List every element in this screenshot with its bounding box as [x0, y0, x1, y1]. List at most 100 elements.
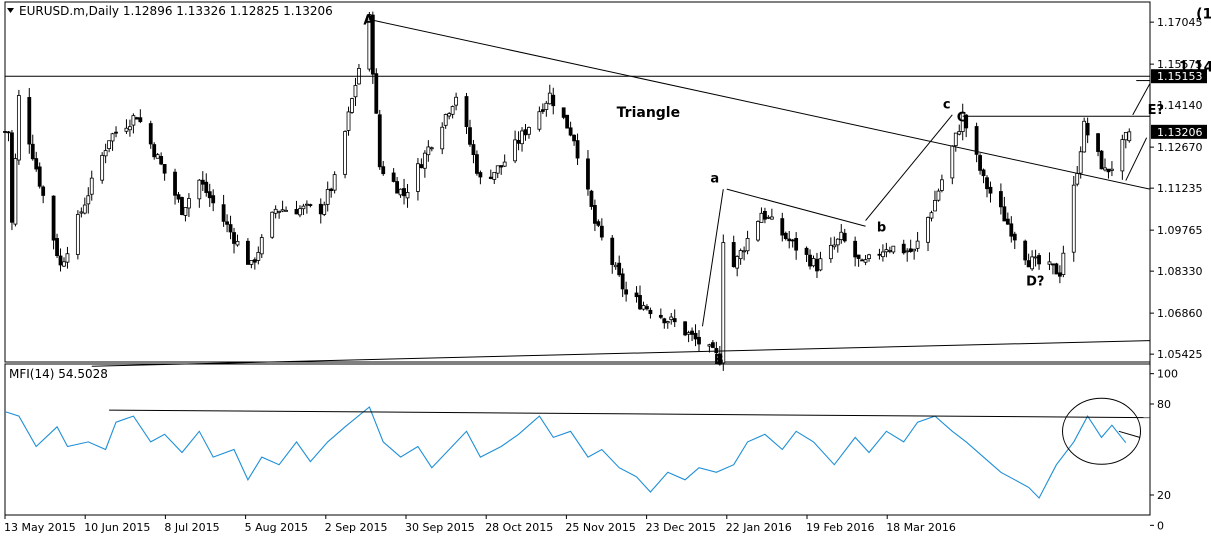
candle-body — [828, 244, 833, 260]
candle-body — [41, 186, 46, 196]
mfi-tick-label: 20 — [1157, 489, 1171, 502]
candle-body — [440, 126, 445, 150]
candle-body — [790, 239, 795, 242]
candle-body — [936, 190, 941, 201]
candle-body — [839, 231, 844, 240]
date-tick-label: 2 Sep 2015 — [325, 521, 388, 534]
candle-body — [804, 247, 809, 255]
candle-body — [162, 163, 167, 174]
candle-body — [273, 208, 278, 214]
lower-trendline — [91, 340, 1151, 367]
upper-trendline — [369, 18, 1151, 190]
annotation-label: B — [714, 353, 724, 368]
candle-body — [1030, 256, 1035, 270]
date-tick-label: 28 Oct 2015 — [485, 521, 553, 534]
candle-body — [565, 114, 570, 129]
candle-body — [860, 259, 864, 262]
candle-body — [148, 123, 153, 145]
candle-body — [367, 14, 372, 70]
price-tag-box — [1151, 124, 1207, 139]
candle-body — [683, 321, 688, 336]
date-tick-label: 30 Sep 2015 — [405, 521, 475, 534]
candle-body — [1009, 223, 1014, 237]
candle-body — [103, 150, 108, 157]
candle-body — [884, 249, 889, 253]
candle-body — [835, 238, 840, 246]
candle-body — [638, 295, 642, 310]
candle-body — [756, 221, 760, 241]
candle-body — [27, 97, 32, 145]
annotation-label: Triangle — [617, 105, 680, 121]
candle-body — [443, 114, 448, 126]
candle-body — [905, 250, 910, 253]
candle-body — [34, 158, 39, 170]
candle-body — [780, 218, 785, 236]
candle-body — [346, 111, 351, 131]
candle-body — [350, 98, 354, 113]
candle-body — [589, 190, 594, 207]
candle-body — [370, 14, 375, 75]
date-tick-label: 25 Nov 2015 — [565, 521, 635, 534]
annotation-label: b — [877, 220, 886, 235]
candle-body — [37, 166, 42, 187]
candle-body — [1054, 263, 1059, 275]
candle-body — [13, 158, 18, 225]
candle-body — [544, 102, 549, 110]
candle-body — [391, 172, 396, 182]
candle-body — [62, 261, 66, 267]
annotation-label: D? — [1026, 275, 1044, 290]
candle-body — [200, 179, 205, 185]
price-axis: 1.17045 1.15575 1.14140 1.12670 1.11235 1.097… — [1150, 16, 1207, 361]
candle-body — [891, 245, 896, 253]
candle-body — [277, 210, 282, 213]
candle-body — [634, 292, 639, 298]
candle-body — [933, 199, 937, 212]
candle-body — [742, 250, 747, 253]
date-tick-label: 22 Jan 2016 — [726, 521, 792, 534]
candle-body — [89, 177, 94, 195]
candle-body — [58, 255, 63, 266]
candle-body — [454, 96, 459, 106]
candle-body — [304, 203, 309, 206]
candle-body — [811, 258, 816, 267]
candle-body — [478, 172, 483, 178]
candle-body — [65, 253, 70, 263]
candle-body — [159, 156, 164, 165]
candle-body — [1078, 151, 1083, 174]
mfi-axis: 100 80 20 0 — [1150, 368, 1178, 532]
candle-body — [152, 144, 157, 158]
candle-body — [568, 127, 573, 136]
candle-body — [252, 259, 257, 263]
candle-body — [422, 152, 427, 169]
candle-body — [738, 250, 743, 260]
candle-body — [475, 154, 479, 174]
candle-body — [107, 140, 111, 150]
candle-body — [763, 211, 767, 220]
candle-body — [16, 95, 21, 161]
candle-body — [787, 238, 792, 242]
candle-body — [270, 211, 275, 238]
candle-body — [540, 109, 545, 112]
candle-body — [30, 143, 35, 160]
annotation-label: (1.2000) — [1196, 6, 1211, 22]
triangle-down-icon[interactable] — [7, 8, 14, 13]
candle-body — [502, 161, 507, 167]
mfi-tick-label: 0 — [1157, 519, 1164, 532]
candle-body — [586, 158, 590, 190]
price-tag-label: 1.13206 — [1157, 126, 1203, 139]
candle-body — [381, 166, 386, 175]
candle-body — [211, 195, 216, 204]
candle-body — [419, 164, 424, 169]
candle-body — [759, 212, 764, 223]
candle-body — [308, 204, 313, 206]
price-tick-label: 1.09765 — [1157, 224, 1203, 237]
candle-body — [495, 165, 500, 174]
date-axis: 13 May 2015 10 Jun 2015 8 Jul 2015 5 Aug 20… — [4, 515, 956, 534]
candle-body — [10, 132, 14, 223]
date-tick-label: 18 Mar 2016 — [886, 521, 956, 534]
candle-body — [468, 127, 472, 145]
candle-body — [863, 259, 868, 263]
candle-body — [624, 289, 629, 295]
price-tick-label: 1.12670 — [1157, 141, 1203, 154]
